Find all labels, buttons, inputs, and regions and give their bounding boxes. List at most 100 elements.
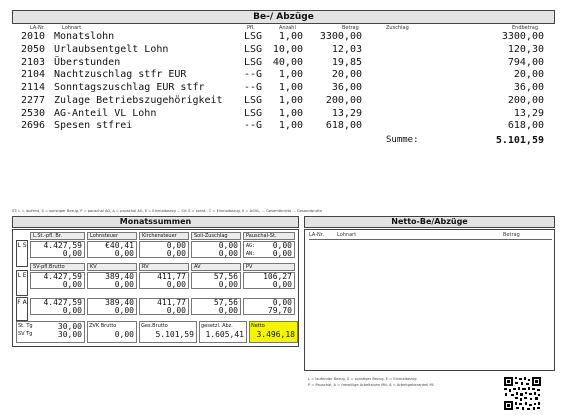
qr-code-icon xyxy=(503,376,542,411)
lohnart-row: 2103 Überstunden LSG 40,00 19,85 794,00 xyxy=(0,57,567,69)
hdr-lst-pfl-brutto: L.St.-pfl. Br. xyxy=(30,232,85,240)
betrag: 618,00 xyxy=(325,120,362,132)
summe-label: Summe: xyxy=(386,135,419,145)
value: 0,00 xyxy=(166,249,186,258)
cell-av-fa: 57,56 0,00 xyxy=(191,298,241,315)
betrag: 19,85 xyxy=(331,56,362,68)
netto-be-abzuege-title: Netto-Be/Abzüge xyxy=(304,216,555,228)
nb-header-lohnart: Lohnart xyxy=(337,232,357,238)
value: 0,00 xyxy=(218,306,238,315)
hdr-kirchensteuer: Kirchensteuer xyxy=(139,232,189,240)
summe-value: 5.101,59 xyxy=(495,135,544,146)
cell-soli: 0,00 0,00 xyxy=(191,241,241,258)
monatssummen-grid: L S L E F A L.St.-pfl. Br. Lohnsteuer Ki… xyxy=(12,229,299,347)
anzahl: 1,00 xyxy=(278,107,303,119)
endbetrag: 120,30 xyxy=(507,43,544,55)
header-anzahl: Anzahl xyxy=(279,25,296,31)
lohnart-name: AG-Anteil VL Lohn xyxy=(54,107,157,119)
gesetzl-abz-value: 1.605,41 xyxy=(205,330,244,339)
cell-sv-brutto-fa: 4.427,59 0,00 xyxy=(30,298,85,315)
endbetrag: 3300,00 xyxy=(501,31,544,42)
header-la-nr: LA-Nr. xyxy=(30,25,45,31)
nb-header-betrag: Betrag xyxy=(503,232,520,238)
zvk-label: ZVK Brutto xyxy=(89,323,117,329)
anzahl: 1,00 xyxy=(278,31,303,42)
pfl: --G xyxy=(244,82,263,93)
header-zuschlag: Zuschlag xyxy=(386,25,409,31)
value: 389,40 xyxy=(105,272,134,281)
be-abzuege-title: Be-/ Abzüge xyxy=(12,10,555,24)
row-label-ls: L S xyxy=(16,240,28,267)
cell-pauschal-st: AG: AN: 0,00 0,00 xyxy=(243,241,295,258)
hdr-sv-pfl-brutto: SV-pfl.Brutto xyxy=(30,263,85,271)
hdr-kv: KV xyxy=(87,263,137,271)
lohnart-row: 2114 Sonntagszuschlag EUR stfr --G 1,00 36,0… xyxy=(0,82,567,94)
cell-rv-fa: 411,77 0,00 xyxy=(139,298,189,315)
la-nr: 2530 xyxy=(21,107,46,119)
cell-kv-le: 389,40 0,00 xyxy=(87,272,137,289)
pfl: --G xyxy=(244,120,263,132)
value: 4.427,59 xyxy=(43,241,82,250)
value: €40,41 xyxy=(105,241,134,250)
lohnart-row: 2530 AG-Anteil VL Lohn LSG 1,00 13,29 13,29 xyxy=(0,108,567,120)
zvk-value: 0,00 xyxy=(114,330,134,339)
an-label: AN: xyxy=(246,251,256,257)
header-pfl: Pfl. xyxy=(247,25,255,31)
lohnart-name: Urlaubsentgelt Lohn xyxy=(54,43,169,55)
value: 0,00 xyxy=(272,298,292,307)
lohnart-name: Zulage Betriebszugehörigkeit xyxy=(54,94,223,106)
betrag: 13,29 xyxy=(331,107,362,119)
value: 411,77 xyxy=(157,298,186,307)
anzahl: 1,00 xyxy=(278,69,303,81)
header-betrag: Betrag xyxy=(342,25,359,31)
value: 79,70 xyxy=(267,306,292,315)
cell-kv-fa: 389,40 0,00 xyxy=(87,298,137,315)
row-label-fa-text: F A xyxy=(17,299,27,306)
value: 4.427,59 xyxy=(43,272,82,281)
header-endbetrag: Endbetrag xyxy=(512,25,539,31)
anzahl: 1,00 xyxy=(278,82,303,93)
cell-netto: Netto 3.496,18 xyxy=(249,321,298,343)
netto-value: 3.496,18 xyxy=(256,330,295,339)
value: 57,56 xyxy=(213,298,238,307)
anzahl: 1,00 xyxy=(278,120,303,132)
cell-st-sv-tage: St. Tg SV Tg 30,00 30,00 xyxy=(16,321,85,343)
nb-header-la-nr: LA-Nr. xyxy=(309,232,324,238)
sv-tg-label: SV Tg xyxy=(18,331,33,337)
cell-rv-le: 411,77 0,00 xyxy=(139,272,189,289)
betrag: 20,00 xyxy=(331,69,362,81)
ges-brutto-label: Ges.Brutto xyxy=(141,323,168,329)
betrag: 200,00 xyxy=(325,94,362,106)
value: 411,77 xyxy=(157,272,186,281)
lohnart-name: Sonntagszuschlag EUR stfr xyxy=(54,82,205,93)
cell-lst-brutto: 4.427,59 0,00 xyxy=(30,241,85,258)
row-label-ls-text: L S xyxy=(17,242,27,249)
la-nr: 2103 xyxy=(21,56,46,68)
betrag: 36,00 xyxy=(331,82,362,93)
sv-tg-value: 30,00 xyxy=(57,330,82,339)
value: 0,00 xyxy=(218,241,238,250)
value: 57,56 xyxy=(213,272,238,281)
value: 106,27 xyxy=(263,272,292,281)
st-tg-label: St. Tg xyxy=(18,323,33,329)
value: 0,00 xyxy=(218,280,238,289)
anzahl: 40,00 xyxy=(272,56,303,68)
endbetrag: 20,00 xyxy=(513,69,544,81)
hdr-pauschal-st: Pauschal-St. xyxy=(243,232,295,240)
endbetrag: 200,00 xyxy=(507,94,544,106)
value: 0,00 xyxy=(166,280,186,289)
pfl: LSG xyxy=(244,31,263,42)
hdr-av: AV xyxy=(191,263,241,271)
cell-pv-fa: 0,00 79,70 xyxy=(243,298,295,315)
lohnart-name: Überstunden xyxy=(54,56,121,68)
value: 0,00 xyxy=(62,306,82,315)
hdr-soli: Soli-Zuschlag xyxy=(191,232,241,240)
value: 4.427,59 xyxy=(43,298,82,307)
endbetrag: 13,29 xyxy=(513,107,544,119)
value: 0,00 xyxy=(272,249,292,258)
value: 0,00 xyxy=(272,280,292,289)
hdr-lohnsteuer: Lohnsteuer xyxy=(87,232,137,240)
lohnart-name: Spesen stfrei xyxy=(54,120,133,132)
value: 0,00 xyxy=(272,241,292,250)
pfl: --G xyxy=(244,69,263,81)
